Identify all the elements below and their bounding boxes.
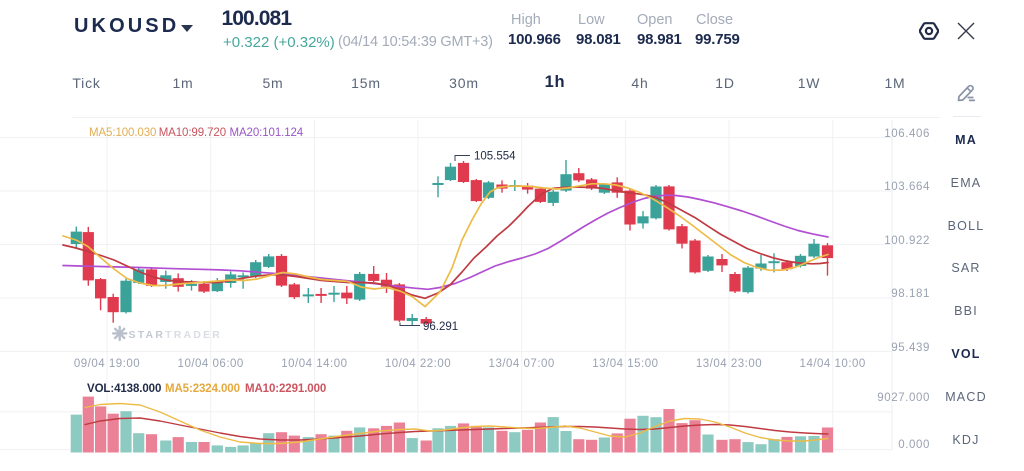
svg-text:STARTRADER: STARTRADER <box>129 329 223 341</box>
svg-text:96.291: 96.291 <box>423 321 458 333</box>
svg-text:105.554: 105.554 <box>474 151 516 163</box>
